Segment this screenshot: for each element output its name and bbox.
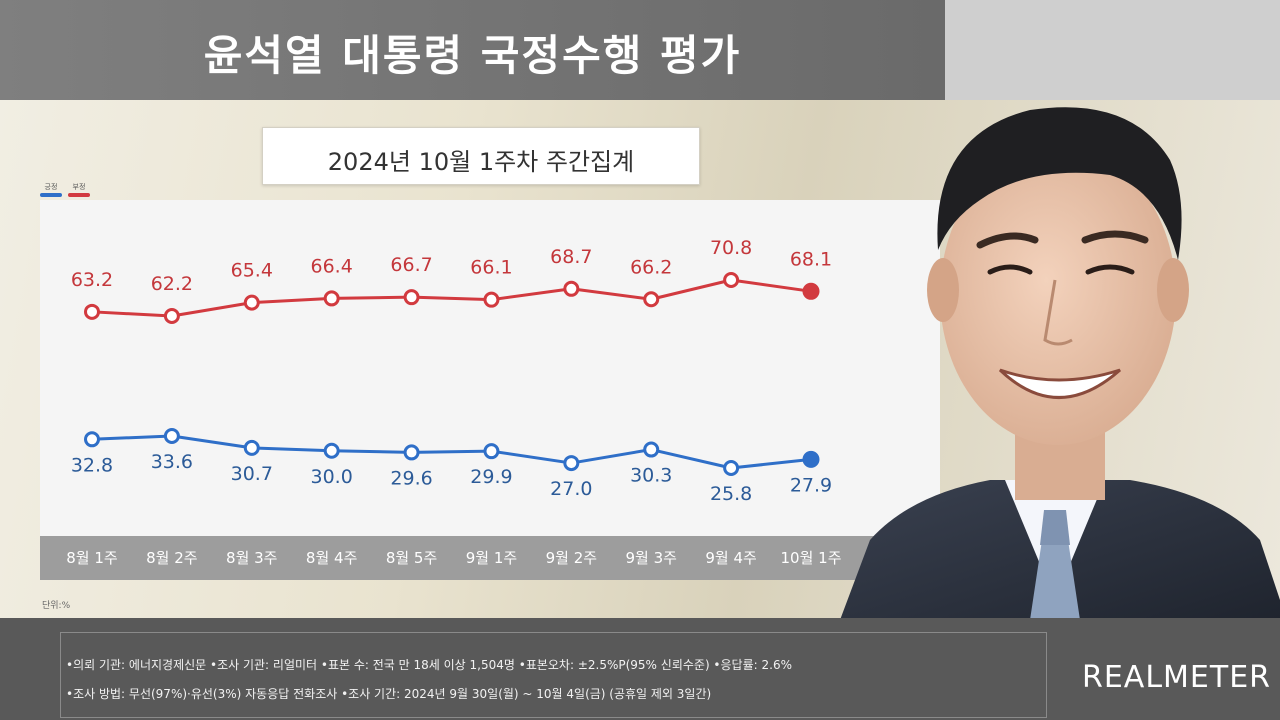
data-label-negative: 66.7 [390, 254, 432, 276]
data-label-positive: 27.9 [790, 474, 832, 496]
x-tick-label: 8월 1주 [66, 549, 117, 567]
data-label-positive: 30.7 [231, 463, 273, 485]
data-point-negative [243, 294, 260, 311]
data-label-positive: 32.8 [71, 454, 113, 476]
data-label-positive: 25.8 [710, 483, 752, 505]
data-point-negative [403, 289, 420, 306]
data-label-positive: 30.0 [311, 466, 353, 488]
title-bar: 윤석열 대통령 국정수행 평가 [0, 0, 945, 100]
data-point-positive [643, 441, 660, 458]
data-point-positive [163, 428, 180, 444]
x-tick-label: 8월 3주 [226, 549, 277, 567]
x-tick-label: 10월 1주 [781, 549, 842, 567]
data-point-negative [323, 290, 340, 307]
data-point-negative [563, 280, 580, 297]
data-point-negative [84, 303, 100, 320]
x-tick-label: 9월 4주 [705, 549, 756, 567]
portrait-image [840, 107, 1280, 620]
data-point-negative [163, 308, 180, 324]
legend-label-negative: 부정 [72, 182, 86, 191]
page-title: 윤석열 대통령 국정수행 평가 [203, 31, 742, 80]
chart-subtitle: 2024년 10월 1주차 주간집계 [327, 148, 635, 176]
legend-item-positive: 긍정 [40, 182, 62, 197]
series-line-negative [91, 278, 812, 318]
x-tick-label: 9월 1주 [466, 549, 517, 567]
data-label-positive: 33.6 [151, 451, 193, 473]
data-label-negative: 68.7 [550, 246, 592, 268]
series-line-positive [91, 434, 812, 470]
unit-label: 단위:% [42, 601, 71, 611]
plot-panel [40, 200, 940, 536]
x-tick-label: 9월 3주 [625, 549, 676, 567]
data-point-positive [323, 442, 340, 459]
data-label-negative: 66.4 [311, 255, 353, 277]
data-point-negative [643, 291, 660, 308]
subtitle-box: 2024년 10월 1주차 주간집계 [262, 127, 700, 185]
data-label-negative: 62.2 [151, 273, 193, 295]
footer [0, 618, 1280, 720]
data-label-positive: 30.3 [630, 465, 672, 487]
data-point-negative [723, 272, 740, 288]
data-label-negative: 68.1 [790, 248, 832, 270]
data-point-positive [483, 443, 500, 460]
x-tick-label: 8월 5주 [386, 549, 437, 567]
data-label-positive: 29.6 [390, 467, 432, 489]
legend-label-positive: 긍정 [44, 182, 58, 191]
footer-info-box [60, 632, 1047, 718]
brand-logo: REALMETER [1082, 660, 1271, 695]
x-tick-label: 8월 2주 [146, 549, 197, 567]
data-point-positive [802, 450, 820, 468]
data-point-negative [483, 291, 500, 308]
legend-swatch-negative [68, 192, 90, 197]
data-point-positive [723, 460, 740, 476]
data-label-negative: 70.8 [710, 237, 752, 259]
x-tick-label: 9월 2주 [546, 549, 597, 567]
x-tick-label: 8월 4주 [306, 549, 357, 567]
legend-item-negative: 부정 [68, 182, 90, 197]
legend-swatch-positive [40, 192, 62, 197]
x-axis-band [40, 536, 940, 580]
data-point-positive [243, 439, 260, 456]
data-point-negative [802, 282, 820, 300]
data-label-positive: 29.9 [470, 466, 512, 488]
data-label-negative: 66.2 [630, 256, 672, 278]
data-label-negative: 66.1 [470, 257, 512, 279]
data-point-positive [403, 444, 420, 461]
title-bar-right [945, 0, 1280, 100]
data-point-positive [563, 455, 580, 472]
survey-info-line-2: •조사 방법: 무선(97%)·유선(3%) 자동응답 전화조사 •조사 기간:… [66, 687, 712, 701]
data-label-negative: 63.2 [71, 269, 113, 291]
survey-info-line-1: •의뢰 기관: 에너지경제신문 •조사 기관: 리얼미터 •표본 수: 전국 만… [66, 658, 792, 672]
chart-legend: 긍정 부정 [40, 182, 90, 197]
data-label-negative: 65.4 [231, 260, 273, 282]
data-point-positive [84, 431, 100, 448]
data-label-positive: 27.0 [550, 478, 592, 500]
